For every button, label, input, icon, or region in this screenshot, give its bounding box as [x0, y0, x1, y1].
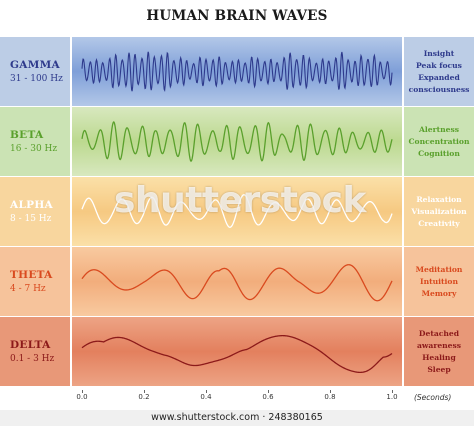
axis-tick-mark	[392, 390, 393, 393]
band-description-panel: Meditation Intuition Memory	[404, 247, 474, 316]
band-description-panel: Relaxation Visualization Creativity	[404, 177, 474, 246]
axis-tick-label: 0.2	[138, 393, 150, 401]
band-description-panel: Insight Peak focus Expanded consciousness	[404, 37, 474, 106]
band-frequency: 4 - 7 Hz	[10, 284, 46, 294]
axis-tick-label: 0.4	[200, 393, 212, 401]
wave-graphic	[81, 121, 393, 163]
band-description-line: Detached	[418, 328, 460, 338]
band-name: BETA	[10, 129, 44, 141]
band-gamma: GAMMA 31 - 100 Hz Insight Peak focus Expande…	[0, 37, 474, 106]
wave-panel	[72, 107, 402, 176]
wave-panel	[72, 247, 402, 316]
band-description-line: Insight	[423, 48, 455, 58]
wave-graphic	[81, 264, 393, 302]
band-name: ALPHA	[10, 199, 53, 211]
band-frequency: 31 - 100 Hz	[10, 74, 63, 84]
page-title: HUMAN BRAIN WAVES	[146, 8, 328, 24]
band-frequency: 8 - 15 Hz	[10, 214, 52, 224]
band-delta: DELTA 0.1 - 3 Hz Detached awareness Healing S…	[0, 317, 474, 386]
band-description-line: Alertness	[418, 124, 460, 134]
wave-graphic	[81, 335, 393, 374]
wave-line-alpha	[81, 194, 393, 228]
band-label-panel: DELTA 0.1 - 3 Hz	[0, 317, 70, 386]
band-description-line: Expanded	[418, 72, 460, 82]
axis-tick-mark	[268, 390, 269, 393]
wave-line-theta	[81, 264, 393, 302]
time-axis: (Seconds) 0.0 0.2 0.4 0.6 0.8 1.0	[0, 390, 474, 410]
band-description-line: Cognition	[418, 148, 460, 158]
axis-tick-label: 0.0	[76, 393, 88, 401]
image-credit: www.shutterstock.com · 248380165	[0, 410, 474, 426]
band-description-line: Meditation	[415, 264, 463, 274]
band-description-line: Relaxation	[416, 194, 462, 204]
band-description-line: Intuition	[420, 276, 458, 286]
axis-tick-label: 0.6	[262, 393, 274, 401]
axis-tick-mark	[206, 390, 207, 393]
wave-line-delta	[81, 335, 393, 374]
wave-panel	[72, 317, 402, 386]
axis-tick-mark	[330, 390, 331, 393]
axis-tick-label: 0.8	[324, 393, 336, 401]
band-beta: BETA 16 - 30 Hz Alertness Concentration Cogn…	[0, 107, 474, 176]
axis-tick-mark	[82, 390, 83, 393]
band-description-panel: Detached awareness Healing Sleep	[404, 317, 474, 386]
wave-graphic	[81, 194, 393, 228]
band-label-panel: GAMMA 31 - 100 Hz	[0, 37, 70, 106]
wave-graphic	[81, 51, 393, 92]
band-description-line: consciousness	[408, 84, 470, 94]
band-name: THETA	[10, 269, 53, 281]
axis-tick-label: 1.0	[386, 393, 398, 401]
band-name: GAMMA	[10, 59, 61, 71]
band-label-panel: BETA 16 - 30 Hz	[0, 107, 70, 176]
band-description-line: Memory	[421, 288, 457, 298]
band-description-line: Visualization	[411, 206, 467, 216]
band-description-line: Concentration	[408, 136, 470, 146]
band-alpha: ALPHA 8 - 15 Hz Relaxation Visualization Cre…	[0, 177, 474, 246]
band-theta: THETA 4 - 7 Hz Meditation Intuition Memory	[0, 247, 474, 316]
band-label-panel: THETA 4 - 7 Hz	[0, 247, 70, 316]
band-description-line: Peak focus	[416, 60, 462, 70]
band-description-line: Sleep	[427, 364, 451, 374]
axis-tick-mark	[144, 390, 145, 393]
band-label-panel: ALPHA 8 - 15 Hz	[0, 177, 70, 246]
band-description-line: Healing	[422, 352, 456, 362]
band-frequency: 0.1 - 3 Hz	[10, 354, 55, 364]
wave-line-gamma	[81, 51, 393, 92]
band-name: DELTA	[10, 339, 51, 351]
wave-panel	[72, 37, 402, 106]
wave-panel	[72, 177, 402, 246]
band-description-panel: Alertness Concentration Cognition	[404, 107, 474, 176]
band-description-line: awareness	[416, 340, 462, 350]
axis-unit-label: (Seconds)	[414, 393, 452, 402]
band-frequency: 16 - 30 Hz	[10, 144, 58, 154]
band-description-line: Creativity	[418, 218, 460, 228]
wave-line-beta	[81, 121, 393, 163]
